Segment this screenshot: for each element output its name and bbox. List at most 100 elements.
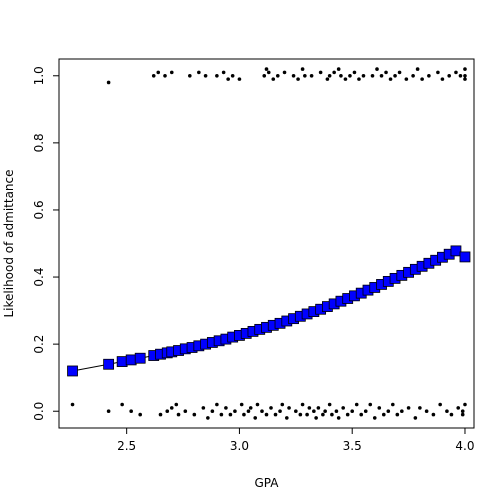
data-point: [183, 409, 188, 414]
data-point: [348, 73, 352, 78]
data-point: [334, 409, 339, 414]
data-point: [445, 409, 449, 414]
y-tick-label: 0.8: [32, 133, 46, 152]
data-point: [420, 77, 424, 81]
data-point: [404, 77, 409, 81]
x-tick-label: 3.0: [230, 439, 249, 453]
observed-points: [70, 67, 467, 420]
x-axis: 2.5 3.0 3.5 4.0: [117, 428, 475, 453]
data-point: [106, 80, 111, 85]
data-point: [336, 416, 341, 420]
data-point: [370, 73, 375, 78]
data-point: [278, 409, 282, 414]
data-point: [298, 412, 303, 417]
data-point: [375, 67, 379, 71]
data-point: [415, 67, 420, 71]
data-point: [395, 412, 400, 417]
data-point: [120, 402, 124, 407]
data-point: [237, 77, 242, 81]
data-point: [210, 409, 215, 414]
data-point: [280, 402, 285, 407]
data-point: [188, 73, 192, 78]
data-point: [456, 406, 461, 410]
data-point: [307, 406, 312, 410]
data-point: [386, 409, 391, 414]
data-point: [176, 412, 181, 417]
data-point: [368, 402, 373, 407]
data-point: [341, 406, 345, 410]
data-point: [361, 73, 366, 78]
fitted-point: [125, 354, 137, 366]
data-point: [463, 402, 467, 407]
data-point: [460, 412, 465, 417]
data-point: [309, 73, 314, 78]
data-point: [197, 70, 201, 75]
data-point: [282, 70, 287, 75]
data-point: [391, 402, 395, 407]
data-point: [269, 406, 273, 410]
data-point: [411, 73, 415, 78]
data-point: [397, 70, 402, 75]
data-point: [336, 67, 341, 71]
x-axis-title: GPA: [255, 476, 280, 490]
data-point: [129, 409, 133, 414]
data-point: [230, 73, 235, 78]
data-point: [323, 409, 327, 414]
data-point: [224, 406, 228, 410]
data-point: [260, 409, 264, 414]
data-point: [436, 70, 440, 75]
data-point: [201, 406, 206, 410]
data-point: [393, 73, 397, 78]
data-point: [431, 412, 436, 417]
data-point: [438, 402, 442, 407]
data-point: [106, 409, 111, 414]
data-point: [284, 416, 289, 420]
data-point: [262, 73, 267, 78]
data-point: [388, 77, 393, 81]
data-point: [300, 67, 305, 71]
data-point: [203, 73, 208, 78]
data-point: [165, 409, 170, 414]
data-point: [343, 77, 348, 81]
data-point: [294, 409, 298, 414]
data-point: [264, 67, 269, 71]
data-point: [418, 406, 422, 410]
data-point: [350, 409, 355, 414]
data-point: [221, 70, 226, 75]
data-point: [305, 412, 309, 417]
data-point: [449, 412, 454, 417]
data-point: [271, 77, 276, 81]
data-point: [296, 77, 300, 81]
data-point: [287, 406, 291, 410]
data-point: [239, 402, 244, 407]
data-point: [363, 409, 368, 414]
fitted-point: [116, 356, 128, 367]
data-point: [169, 70, 174, 75]
data-point: [463, 77, 467, 81]
data-point: [463, 67, 467, 71]
data-point: [332, 70, 336, 75]
data-point: [427, 73, 431, 78]
data-point: [413, 416, 418, 420]
data-point: [138, 412, 142, 417]
data-point: [372, 416, 377, 420]
data-point: [384, 70, 388, 75]
x-tick-label: 4.0: [455, 439, 474, 453]
data-point: [246, 409, 251, 414]
data-point: [228, 412, 233, 417]
data-point: [345, 412, 350, 417]
data-point: [447, 73, 451, 78]
data-point: [440, 77, 445, 81]
data-point: [273, 412, 278, 417]
fitted-point: [134, 352, 146, 364]
data-point: [424, 409, 429, 414]
fitted-curve: [67, 245, 471, 377]
data-point: [291, 73, 296, 78]
fitted-point: [103, 358, 115, 370]
data-point: [275, 73, 280, 78]
data-point: [463, 73, 467, 78]
data-point: [327, 73, 332, 78]
data-point: [352, 70, 357, 75]
y-tick-label: 0.2: [32, 335, 46, 354]
